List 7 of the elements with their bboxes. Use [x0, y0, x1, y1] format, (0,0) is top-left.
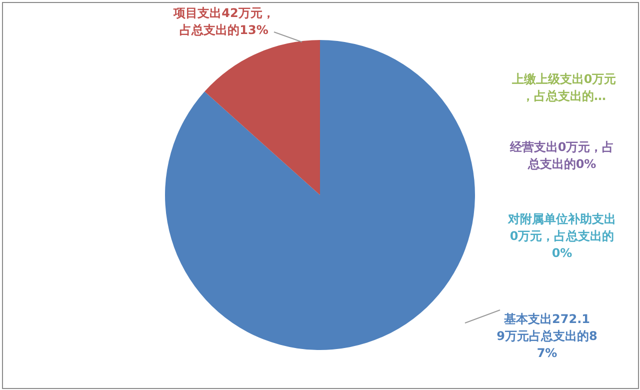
slice-label: 基本支出272.19万元占总支出的87% [496, 312, 598, 360]
category-label: 上缴上级支出0万元，占总支出的… [512, 72, 616, 103]
category-label: 经营支出0万元，占总支出的0% [510, 140, 614, 171]
category-label: 对附属单位补助支出0万元，占总支出的0% [508, 212, 616, 260]
slice-label: 项目支出42万元，占总支出的13% [172, 6, 274, 37]
pie-slice [204, 40, 320, 195]
pie-slice [165, 40, 475, 350]
